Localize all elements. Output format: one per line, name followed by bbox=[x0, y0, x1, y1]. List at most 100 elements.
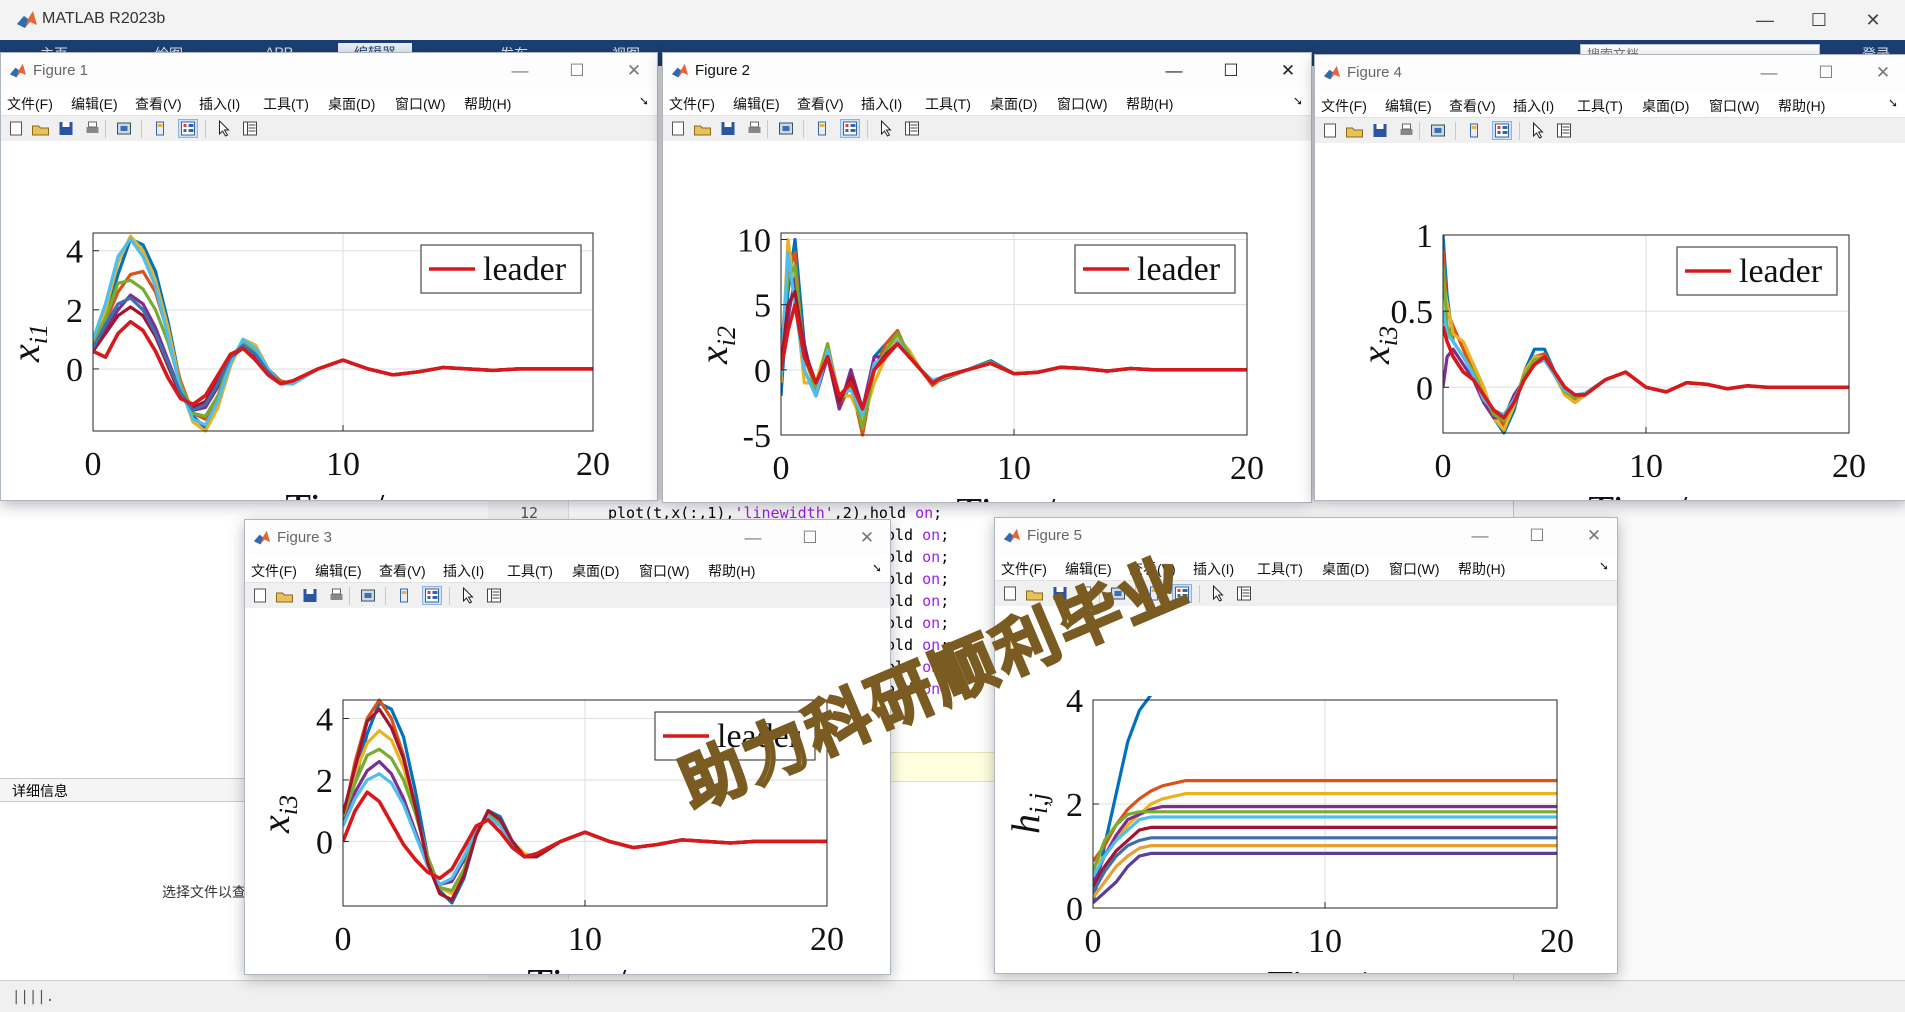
open-file-icon[interactable] bbox=[1025, 585, 1043, 602]
code-line[interactable]: old on; bbox=[886, 636, 949, 654]
figure-menu-item[interactable]: 工具(T) bbox=[507, 563, 553, 579]
figure-window-fig3[interactable]: Figure 3 — ☐ ✕ 文件(F) 编辑(E) 查看(V) 插入(I) 工具(T) 桌面(D… bbox=[244, 519, 891, 975]
figure-menu-item[interactable]: 查看(V) bbox=[1129, 561, 1176, 577]
figure-menu-item[interactable]: 编辑(E) bbox=[1385, 98, 1432, 114]
new-figure-icon[interactable] bbox=[1001, 585, 1019, 602]
figure-menu-item[interactable]: 查看(V) bbox=[135, 96, 182, 112]
print-icon[interactable] bbox=[327, 587, 345, 604]
figure-title-bar[interactable]: Figure 5 — ☐ ✕ bbox=[995, 518, 1617, 554]
legend[interactable]: leader bbox=[1676, 246, 1838, 296]
code-line[interactable]: plot(t,x(:,1),'linewidth',2),hold on; bbox=[608, 504, 942, 522]
close-icon[interactable]: ✕ bbox=[1586, 526, 1602, 545]
figure-canvas[interactable]: 0 10 20 0 2 4 Time/s xi1 leader bbox=[1, 141, 657, 500]
edit-plot-icon[interactable] bbox=[1529, 122, 1547, 139]
open-file-icon[interactable] bbox=[31, 120, 49, 137]
insert-legend-icon[interactable] bbox=[1492, 121, 1512, 140]
figure-menu-item[interactable]: 帮助(H) bbox=[1778, 98, 1826, 114]
code-line[interactable]: old on; bbox=[886, 592, 949, 610]
figure-menu-item[interactable]: 帮助(H) bbox=[1458, 561, 1506, 577]
print-preview-icon[interactable] bbox=[777, 120, 795, 137]
command-window-strip[interactable] bbox=[880, 752, 1002, 782]
save-icon[interactable] bbox=[57, 120, 75, 137]
figure-menu-item[interactable]: 文件(F) bbox=[669, 96, 715, 112]
legend[interactable]: leader bbox=[654, 711, 816, 761]
figure-menu-item[interactable]: 查看(V) bbox=[797, 96, 844, 112]
insert-colorbar-icon[interactable] bbox=[1465, 122, 1483, 139]
code-line[interactable]: old on; bbox=[886, 680, 949, 698]
figure-menu-item[interactable]: 桌面(D) bbox=[572, 563, 620, 579]
close-icon[interactable]: ✕ bbox=[859, 528, 875, 547]
insert-colorbar-icon[interactable] bbox=[151, 120, 169, 137]
insert-legend-icon[interactable] bbox=[840, 119, 860, 138]
figure-title-bar[interactable]: Figure 4 — ☐ ✕ bbox=[1315, 55, 1905, 91]
maximize-icon[interactable]: ☐ bbox=[802, 528, 818, 547]
figure-window-fig2[interactable]: Figure 2 — ☐ ✕ 文件(F) 编辑(E) 查看(V) 插入(I) 工具(T) 桌面(D… bbox=[662, 52, 1312, 503]
save-icon[interactable] bbox=[1051, 585, 1069, 602]
insert-legend-icon[interactable] bbox=[1172, 584, 1192, 603]
insert-colorbar-icon[interactable] bbox=[1145, 585, 1163, 602]
legend[interactable]: leader bbox=[1074, 244, 1236, 294]
figure-menu-item[interactable]: 工具(T) bbox=[925, 96, 971, 112]
figure-menu-item[interactable]: 编辑(E) bbox=[733, 96, 780, 112]
edit-plot-icon[interactable] bbox=[459, 587, 477, 604]
print-preview-icon[interactable] bbox=[115, 120, 133, 137]
figure-menu-item[interactable]: 插入(I) bbox=[861, 96, 903, 112]
figure-menu-item[interactable]: 桌面(D) bbox=[1642, 98, 1690, 114]
figure-menu-item[interactable]: 文件(F) bbox=[1321, 98, 1367, 114]
new-figure-icon[interactable] bbox=[669, 120, 687, 137]
figure-menu-item[interactable]: 窗口(W) bbox=[1389, 561, 1440, 577]
figure-menu-item[interactable]: 桌面(D) bbox=[990, 96, 1038, 112]
dock-arrow-icon[interactable]: ➘ bbox=[1598, 559, 1609, 573]
print-preview-icon[interactable] bbox=[1109, 585, 1127, 602]
figure-title-bar[interactable]: Figure 1 — ☐ ✕ bbox=[1, 53, 657, 89]
minimize-icon[interactable]: — bbox=[1471, 526, 1489, 545]
figure-window-fig4[interactable]: Figure 4 — ☐ ✕ 文件(F) 编辑(E) 查看(V) 插入(I) 工具(T) 桌面(D… bbox=[1314, 54, 1905, 501]
property-inspector-icon[interactable] bbox=[485, 587, 503, 604]
legend[interactable]: leader bbox=[420, 244, 582, 294]
code-line[interactable]: old on; bbox=[886, 658, 949, 676]
figure-canvas[interactable]: 0 10 20 0 2 4 Time/s xi3 leader bbox=[245, 608, 890, 974]
line-chart[interactable]: 0 10 20 0 2 4 Time/s hi,j bbox=[995, 606, 1617, 973]
open-file-icon[interactable] bbox=[275, 587, 293, 604]
edit-plot-icon[interactable] bbox=[215, 120, 233, 137]
dock-arrow-icon[interactable]: ➘ bbox=[871, 561, 882, 575]
new-figure-icon[interactable] bbox=[251, 587, 269, 604]
close-icon[interactable]: ✕ bbox=[626, 61, 642, 80]
print-icon[interactable] bbox=[745, 120, 763, 137]
code-line[interactable]: old on; bbox=[886, 526, 949, 544]
figure-menu-item[interactable]: 插入(I) bbox=[1513, 98, 1555, 114]
figure-menu-item[interactable]: 窗口(W) bbox=[639, 563, 690, 579]
figure-menu-item[interactable]: 编辑(E) bbox=[1065, 561, 1112, 577]
minimize-icon[interactable]: — bbox=[1760, 63, 1778, 82]
line-chart[interactable]: 0 10 20 0 2 4 Time/s xi1 leader bbox=[1, 141, 657, 500]
figure-menu-item[interactable]: 查看(V) bbox=[379, 563, 426, 579]
open-file-icon[interactable] bbox=[1345, 122, 1363, 139]
figure-menu-item[interactable]: 窗口(W) bbox=[1709, 98, 1760, 114]
figure-menu-item[interactable]: 帮助(H) bbox=[464, 96, 512, 112]
figure-menu-item[interactable]: 帮助(H) bbox=[708, 563, 756, 579]
insert-colorbar-icon[interactable] bbox=[395, 587, 413, 604]
figure-window-fig5[interactable]: Figure 5 — ☐ ✕ 文件(F) 编辑(E) 查看(V) 插入(I) 工具(T) 桌面(D… bbox=[994, 517, 1618, 974]
code-line[interactable]: old on; bbox=[886, 570, 949, 588]
figure-menu-item[interactable]: 插入(I) bbox=[443, 563, 485, 579]
figure-menu-item[interactable]: 文件(F) bbox=[251, 563, 297, 579]
minimize-icon[interactable]: — bbox=[511, 61, 529, 80]
edit-plot-icon[interactable] bbox=[1209, 585, 1227, 602]
insert-legend-icon[interactable] bbox=[422, 586, 442, 605]
figure-window-fig1[interactable]: Figure 1 — ☐ ✕ 文件(F) 编辑(E) 查看(V) 插入(I) 工具(T) 桌面(D… bbox=[0, 52, 658, 501]
maximize-icon[interactable]: ☐ bbox=[1223, 61, 1239, 80]
open-file-icon[interactable] bbox=[693, 120, 711, 137]
figure-menu-item[interactable]: 窗口(W) bbox=[395, 96, 446, 112]
close-icon[interactable]: ✕ bbox=[1280, 61, 1296, 80]
code-line[interactable]: old on; bbox=[886, 548, 949, 566]
new-figure-icon[interactable] bbox=[7, 120, 25, 137]
edit-plot-icon[interactable] bbox=[877, 120, 895, 137]
figure-menu-item[interactable]: 插入(I) bbox=[1193, 561, 1235, 577]
figure-menu-item[interactable]: 文件(F) bbox=[1001, 561, 1047, 577]
maximize-icon[interactable]: ☐ bbox=[569, 61, 585, 80]
figure-menu-item[interactable]: 帮助(H) bbox=[1126, 96, 1174, 112]
figure-title-bar[interactable]: Figure 3 — ☐ ✕ bbox=[245, 520, 890, 556]
figure-menu-item[interactable]: 工具(T) bbox=[1577, 98, 1623, 114]
